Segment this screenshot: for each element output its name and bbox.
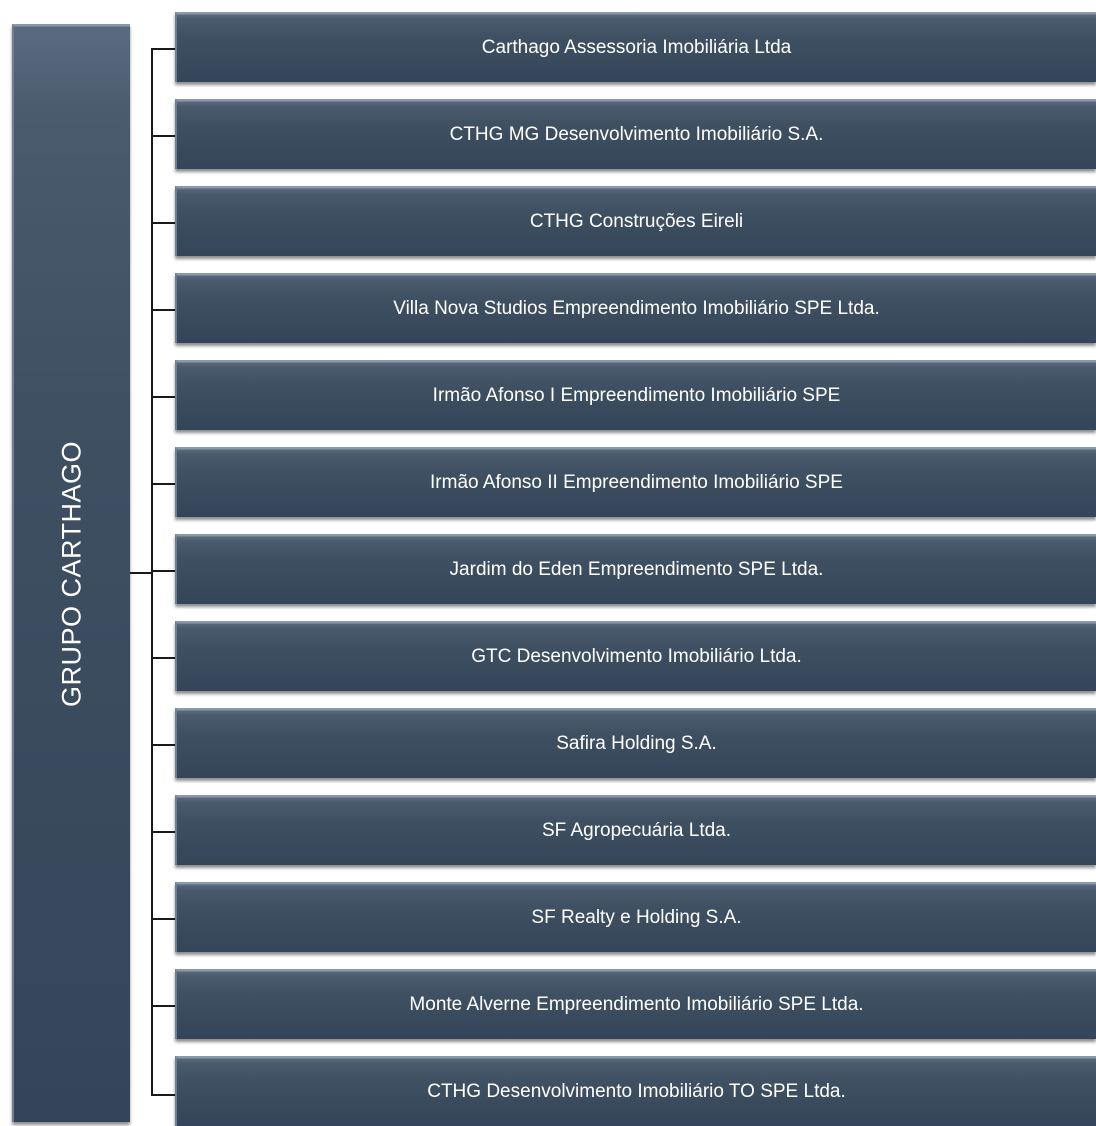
company-node-label: SF Agropecuária Ltda. — [541, 820, 732, 841]
company-node-label: Jardim do Eden Empreendimento SPE Ltda. — [449, 559, 824, 580]
connector-branch-13 — [151, 1094, 175, 1096]
company-node-label: Villa Nova Studios Empreendimento Imobil… — [393, 298, 880, 319]
company-node-label: CTHG Desenvolvimento Imobiliário TO SPE … — [427, 1081, 846, 1102]
company-node-label: GTC Desenvolvimento Imobiliário Ltda. — [471, 646, 802, 667]
connector-branch-11 — [151, 918, 175, 920]
company-node-label: Monte Alverne Empreendimento Imobiliário… — [409, 994, 864, 1015]
connector-branch-8 — [151, 657, 175, 659]
company-node-7: Jardim do Eden Empreendimento SPE Ltda. — [175, 534, 1096, 604]
company-node-13: CTHG Desenvolvimento Imobiliário TO SPE … — [175, 1056, 1096, 1126]
connector-root-stub — [130, 572, 152, 574]
company-node-label: CTHG Construções Eireli — [529, 211, 744, 232]
company-node-12: Monte Alverne Empreendimento Imobiliário… — [175, 969, 1096, 1039]
company-node-3: CTHG Construções Eireli — [175, 186, 1096, 256]
root-node-label: GRUPO CARTHAGO — [56, 440, 87, 708]
company-node-2: CTHG MG Desenvolvimento Imobiliário S.A. — [175, 99, 1096, 169]
connector-branch-4 — [151, 309, 175, 311]
company-node-6: Irmão Afonso II Empreendimento Imobiliár… — [175, 447, 1096, 517]
company-node-8: GTC Desenvolvimento Imobiliário Ltda. — [175, 621, 1096, 691]
connector-branch-6 — [151, 483, 175, 485]
company-node-1: Carthago Assessoria Imobiliária Ltda — [175, 12, 1096, 82]
company-node-label: Safira Holding S.A. — [556, 733, 717, 754]
connector-trunk — [151, 48, 153, 1096]
company-node-label: CTHG MG Desenvolvimento Imobiliário S.A. — [449, 124, 824, 145]
company-node-10: SF Agropecuária Ltda. — [175, 795, 1096, 865]
company-node-4: Villa Nova Studios Empreendimento Imobil… — [175, 273, 1096, 343]
connector-branch-10 — [151, 831, 175, 833]
company-node-label: Irmão Afonso I Empreendimento Imobiliári… — [432, 385, 841, 406]
company-node-11: SF Realty e Holding S.A. — [175, 882, 1096, 952]
connector-branch-12 — [151, 1005, 175, 1007]
company-node-5: Irmão Afonso I Empreendimento Imobiliári… — [175, 360, 1096, 430]
connector-branch-7 — [151, 570, 175, 572]
company-node-label: Irmão Afonso II Empreendimento Imobiliár… — [430, 472, 843, 493]
company-node-label: Carthago Assessoria Imobiliária Ltda — [481, 37, 792, 58]
connector-branch-2 — [151, 135, 175, 137]
company-node-label: SF Realty e Holding S.A. — [531, 907, 742, 928]
company-node-9: Safira Holding S.A. — [175, 708, 1096, 778]
connector-branch-1 — [151, 48, 175, 50]
root-node-grupo-carthago: GRUPO CARTHAGO — [12, 24, 130, 1122]
connector-branch-3 — [151, 222, 175, 224]
connector-branch-9 — [151, 744, 175, 746]
connector-branch-5 — [151, 396, 175, 398]
